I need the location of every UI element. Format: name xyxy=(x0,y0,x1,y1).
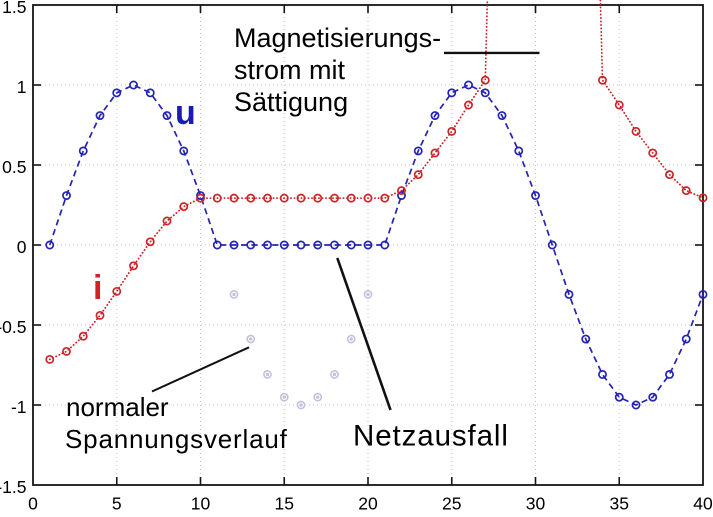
svg-text:0: 0 xyxy=(17,237,27,257)
svg-text:Magnetisierungs-: Magnetisierungs- xyxy=(234,23,441,53)
svg-text:1.5: 1.5 xyxy=(2,0,26,17)
svg-text:1: 1 xyxy=(17,77,27,97)
svg-text:40: 40 xyxy=(693,494,713,513)
svg-text:20: 20 xyxy=(358,494,378,513)
svg-text:normaler: normaler xyxy=(66,392,169,422)
svg-text:Netzausfall: Netzausfall xyxy=(353,420,509,453)
svg-text:15: 15 xyxy=(275,494,294,513)
svg-text:0.5: 0.5 xyxy=(2,157,26,177)
svg-text:strom mit: strom mit xyxy=(234,55,345,85)
svg-text:u: u xyxy=(175,94,196,132)
svg-text:Spannungsverlauf: Spannungsverlauf xyxy=(65,424,288,454)
svg-text:0: 0 xyxy=(28,494,38,513)
svg-text:-1.5: -1.5 xyxy=(0,477,27,497)
svg-text:10: 10 xyxy=(191,494,211,513)
svg-text:i: i xyxy=(93,269,102,307)
svg-text:35: 35 xyxy=(610,494,629,513)
svg-text:-0.5: -0.5 xyxy=(0,317,27,337)
svg-text:30: 30 xyxy=(526,494,546,513)
svg-text:25: 25 xyxy=(442,494,461,513)
svg-text:5: 5 xyxy=(112,494,122,513)
svg-text:-1: -1 xyxy=(11,397,27,417)
svg-text:Sättigung: Sättigung xyxy=(234,87,348,117)
